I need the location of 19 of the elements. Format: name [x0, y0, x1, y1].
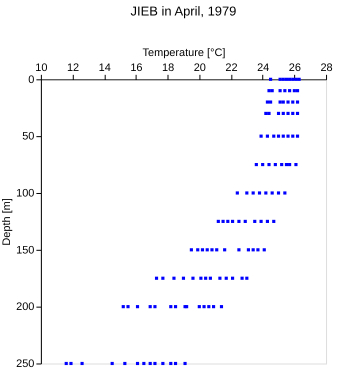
- x-tick-label: 28: [320, 62, 333, 74]
- y-tick-label: 0: [28, 74, 34, 86]
- x-tick-label: 16: [130, 62, 143, 74]
- x-tick-label: 10: [35, 62, 48, 74]
- x-tick-label: 18: [162, 62, 174, 74]
- x-tick-label: 22: [225, 62, 238, 74]
- x-tick-label: 20: [194, 62, 206, 74]
- y-tick-label: 100: [16, 187, 34, 200]
- x-axis-title: Temperature [°C]: [142, 46, 226, 59]
- y-axis-title: Depth [m]: [1, 198, 14, 246]
- y-tick-label: 250: [16, 358, 34, 370]
- x-tick-label: 26: [288, 62, 301, 74]
- x-tick-label: 24: [257, 62, 270, 74]
- chart-title: JIEB in April, 1979: [130, 4, 236, 18]
- y-tick-label: 150: [16, 244, 34, 256]
- y-tick-label: 200: [16, 301, 34, 314]
- x-tick-label: 12: [66, 62, 80, 74]
- y-tick-label: 50: [22, 130, 34, 143]
- x-tick-label: 14: [98, 62, 111, 74]
